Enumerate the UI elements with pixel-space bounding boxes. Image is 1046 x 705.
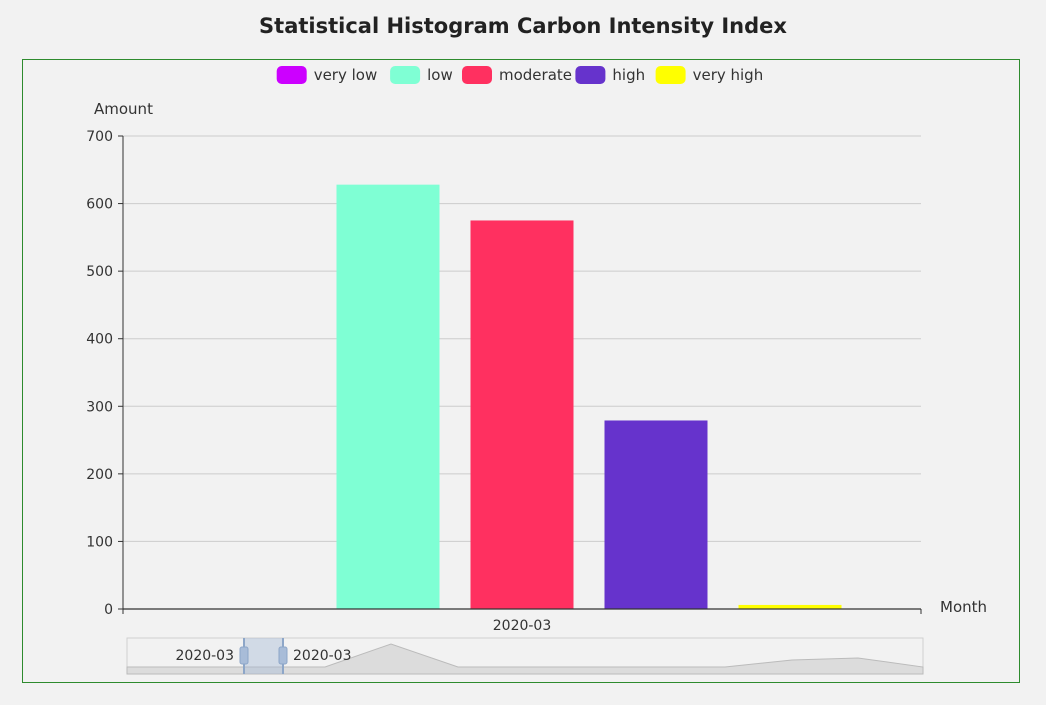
legend-item-high[interactable]: high (575, 66, 645, 84)
y-tick-label: 0 (104, 602, 113, 618)
legend-swatch (390, 66, 421, 84)
zoom-handle-right[interactable] (278, 646, 288, 665)
bar-very-high[interactable] (738, 604, 842, 609)
legend-swatch (655, 66, 686, 84)
zoom-preview-area (126, 643, 924, 675)
bar-high[interactable] (604, 420, 708, 609)
y-tick-label: 700 (86, 129, 113, 145)
legend-swatch (575, 66, 606, 84)
bar-low[interactable] (336, 184, 440, 609)
legend-swatch (462, 66, 492, 84)
legend-item-moderate[interactable]: moderate (462, 66, 572, 84)
legend-label: low (427, 66, 453, 84)
zoom-start-label: 2020-03 (176, 648, 235, 664)
legend-label: high (612, 66, 645, 84)
chart-frame (22, 59, 1020, 683)
y-tick-label: 500 (86, 264, 113, 280)
legend-item-low[interactable]: low (390, 66, 453, 84)
zoom-handle-left[interactable] (239, 646, 249, 665)
y-tick-label: 300 (86, 399, 113, 415)
y-tick-label: 600 (86, 197, 113, 213)
legend: very low low moderate high very high (276, 66, 764, 84)
y-tick-label: 400 (86, 332, 113, 348)
legend-label: moderate (499, 66, 572, 84)
y-axis-label: Amount (94, 100, 153, 118)
bar-moderate[interactable] (470, 220, 574, 609)
zoom-end-label: 2020-03 (293, 648, 352, 664)
legend-swatch (276, 66, 307, 84)
zoom-window[interactable] (244, 638, 283, 674)
data-zoom-slider: 2020-03 2020-03 (126, 637, 924, 675)
legend-item-very-low[interactable]: very low (276, 66, 378, 84)
bars (336, 184, 842, 609)
y-axis-ticks: 0 100 200 300 400 500 600 700 (86, 129, 124, 618)
chart-title: Statistical Histogram Carbon Intensity I… (259, 14, 787, 38)
x-tick-label: 2020-03 (493, 618, 552, 634)
legend-label: very low (314, 66, 378, 84)
y-tick-label: 200 (86, 467, 113, 483)
x-axis: 2020-03 (122, 608, 922, 634)
legend-item-very-high[interactable]: very high (655, 66, 764, 84)
y-tick-label: 100 (86, 534, 113, 550)
legend-label: very high (693, 66, 764, 84)
x-axis-label: Month (940, 598, 987, 616)
